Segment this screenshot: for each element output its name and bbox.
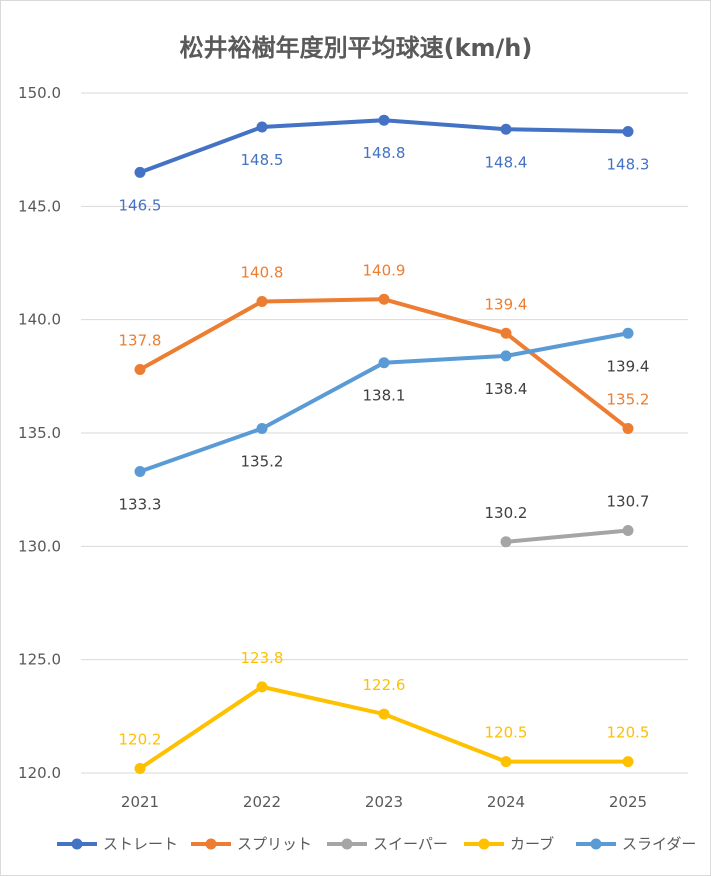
data-point bbox=[500, 123, 512, 135]
data-point bbox=[622, 126, 634, 138]
data-point bbox=[378, 357, 390, 369]
data-point bbox=[256, 296, 268, 308]
y-axis-ticks: 120.0 125.0 130.0 135.0 140.0 145.0 150.0 bbox=[18, 84, 61, 782]
data-label: 148.8 bbox=[363, 144, 406, 162]
series-line bbox=[138, 684, 630, 771]
data-label: 140.9 bbox=[363, 261, 406, 279]
data-label: 120.5 bbox=[607, 724, 650, 742]
data-label: 139.4 bbox=[485, 295, 528, 313]
legend-marker bbox=[71, 838, 83, 850]
y-tick-label: 140.0 bbox=[18, 311, 61, 329]
legend: ストレート スプリット スイーパー カーブ スライダー bbox=[57, 835, 696, 853]
data-label: 148.3 bbox=[607, 156, 650, 174]
data-point bbox=[256, 422, 268, 434]
data-point bbox=[500, 350, 512, 362]
data-label: 138.1 bbox=[363, 387, 406, 405]
y-tick-label: 145.0 bbox=[18, 197, 61, 215]
data-point bbox=[622, 327, 634, 339]
series-group bbox=[134, 114, 634, 774]
data-point bbox=[622, 524, 634, 536]
data-label: 137.8 bbox=[119, 332, 162, 350]
data-label: 148.5 bbox=[241, 151, 284, 169]
legend-label: カーブ bbox=[510, 835, 554, 853]
data-point bbox=[378, 293, 390, 305]
legend-marker bbox=[590, 838, 602, 850]
data-point bbox=[378, 708, 390, 720]
data-label: 130.7 bbox=[607, 492, 650, 510]
data-label: 120.5 bbox=[485, 724, 528, 742]
data-label: 139.4 bbox=[607, 357, 650, 375]
data-point bbox=[134, 762, 146, 774]
data-labels: 146.5 148.5 148.8 148.4 148.3 137.8 140.8 140.9… bbox=[119, 144, 650, 748]
y-tick-label: 150.0 bbox=[18, 84, 61, 102]
x-tick-label: 2023 bbox=[365, 793, 403, 811]
data-label: 146.5 bbox=[119, 196, 162, 214]
chart-title: 松井裕樹年度別平均球速(km/h) bbox=[180, 34, 533, 62]
x-tick-label: 2022 bbox=[243, 793, 281, 811]
series-line bbox=[504, 528, 630, 544]
x-axis-ticks: 2021 2022 2023 2024 2025 bbox=[121, 793, 647, 811]
y-tick-label: 135.0 bbox=[18, 424, 61, 442]
legend-label: スイーパー bbox=[373, 835, 448, 853]
gridlines bbox=[81, 92, 688, 774]
legend-marker bbox=[205, 838, 217, 850]
y-tick-label: 125.0 bbox=[18, 651, 61, 669]
x-tick-label: 2025 bbox=[609, 793, 647, 811]
data-point bbox=[622, 422, 634, 434]
data-label: 123.8 bbox=[241, 649, 284, 667]
data-point bbox=[134, 364, 146, 376]
data-label: 135.2 bbox=[607, 390, 650, 408]
data-point bbox=[134, 166, 146, 178]
legend-label: スライダー bbox=[622, 835, 696, 853]
data-label: 140.8 bbox=[241, 264, 284, 282]
data-label: 135.2 bbox=[241, 452, 284, 470]
data-label: 148.4 bbox=[485, 153, 528, 171]
data-label: 138.4 bbox=[485, 380, 528, 398]
legend-marker bbox=[478, 838, 490, 850]
x-tick-label: 2024 bbox=[487, 793, 525, 811]
data-point bbox=[500, 756, 512, 768]
data-point bbox=[256, 121, 268, 133]
data-point bbox=[256, 681, 268, 693]
data-point bbox=[378, 114, 390, 126]
data-point bbox=[622, 756, 634, 768]
data-label: 120.2 bbox=[119, 730, 162, 748]
y-tick-label: 130.0 bbox=[18, 537, 61, 555]
legend-label: ストレート bbox=[103, 835, 178, 853]
legend-marker bbox=[341, 838, 353, 850]
data-point bbox=[500, 536, 512, 548]
data-label: 122.6 bbox=[363, 676, 406, 694]
data-label: 130.2 bbox=[485, 504, 528, 522]
data-point bbox=[500, 327, 512, 339]
data-point bbox=[134, 466, 146, 478]
data-label: 133.3 bbox=[119, 496, 162, 514]
y-tick-label: 120.0 bbox=[18, 764, 61, 782]
x-tick-label: 2021 bbox=[121, 793, 159, 811]
legend-label: スプリット bbox=[237, 835, 312, 853]
